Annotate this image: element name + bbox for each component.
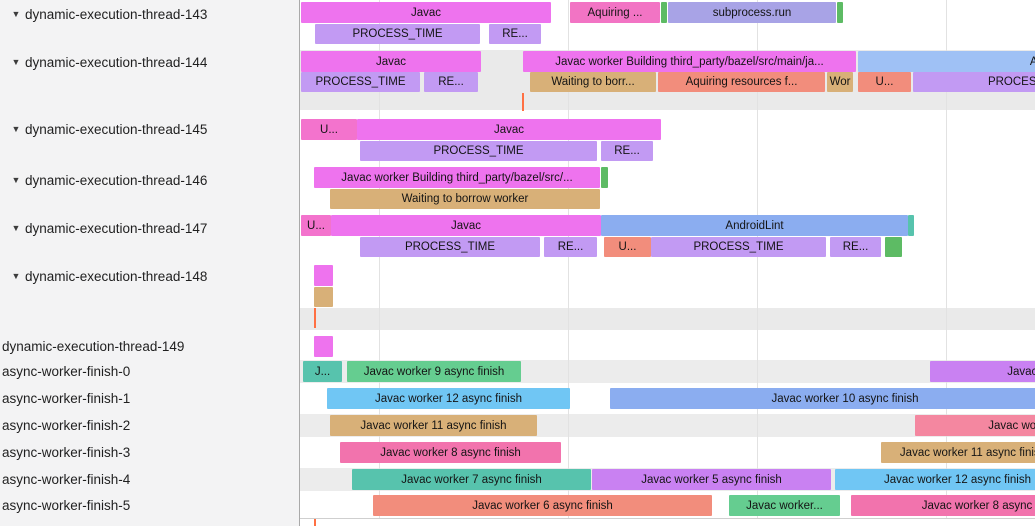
timeline-slice[interactable]: Javac worker 11 async finish — [881, 442, 1035, 463]
timeline-slice[interactable]: PROCESS_TIME — [360, 237, 540, 257]
timeline-canvas[interactable]: Javac Aquiring ... subprocess.run PROCESS_T… — [300, 0, 1035, 526]
track-label[interactable]: async-worker-finish-3 — [0, 442, 301, 462]
track-name: dynamic-execution-thread-149 — [2, 338, 185, 354]
timeline-slice-sliver[interactable] — [908, 215, 914, 236]
timeline-slice[interactable]: Javac worker Building third_party/bazel/… — [523, 51, 856, 72]
time-gridline — [757, 0, 758, 519]
timeline-slice[interactable]: Javac worke... — [915, 415, 1035, 436]
track-name: dynamic-execution-thread-148 — [25, 268, 208, 284]
timeline-slice[interactable]: RE... — [601, 141, 653, 161]
timeline-slice[interactable]: RE... — [544, 237, 597, 257]
track-label[interactable]: ▼ dynamic-execution-thread-145 — [0, 119, 299, 139]
track-label[interactable]: dynamic-execution-thread-149 — [0, 336, 301, 356]
time-gridline — [568, 0, 569, 519]
timeline-slice[interactable]: Javac worker 9 async finish — [347, 361, 521, 382]
timeline-slice-sliver[interactable] — [601, 167, 608, 188]
timeline-slice-sliver[interactable] — [314, 287, 333, 307]
timeline-slice[interactable]: PROCESS_TIME — [651, 237, 826, 257]
timeline-slice[interactable]: Aquiring ... — [570, 2, 660, 23]
timeline-slice[interactable]: Javac worker 8 async finish — [340, 442, 561, 463]
timeline-slice-sliver[interactable] — [837, 2, 843, 23]
track-name: dynamic-execution-thread-144 — [25, 54, 208, 70]
track-list-panel: ▼ dynamic-execution-thread-143 ▼ dynamic-ex… — [0, 0, 300, 526]
flow-marker-tick — [314, 518, 316, 526]
timeline-slice[interactable]: AndroidLint — [601, 215, 908, 236]
track-label[interactable]: async-worker-finish-5 — [0, 495, 301, 515]
collapse-arrow-icon[interactable]: ▼ — [11, 223, 21, 233]
timeline-slice[interactable]: Javac worker Building third_party/bazel/… — [314, 167, 600, 188]
timeline-slice[interactable]: RE... — [489, 24, 541, 44]
track-name: async-worker-finish-2 — [2, 417, 131, 433]
timeline-slice[interactable]: Javac worker... — [729, 495, 840, 516]
time-gridline — [379, 0, 380, 519]
timeline-slice[interactable]: U... — [301, 215, 331, 236]
track-label[interactable]: async-worker-finish-4 — [0, 469, 301, 489]
timeline-slice[interactable]: Javac worker 12 async finish — [327, 388, 570, 409]
collapse-arrow-icon[interactable]: ▼ — [11, 57, 21, 67]
track-name: dynamic-execution-thread-143 — [25, 6, 208, 22]
track-label[interactable]: ▼ dynamic-execution-thread-147 — [0, 218, 299, 238]
collapse-arrow-icon[interactable]: ▼ — [11, 175, 21, 185]
collapse-arrow-icon[interactable]: ▼ — [11, 271, 21, 281]
timeline-slice[interactable]: Javac worker 6 async finish — [373, 495, 712, 516]
track-name: dynamic-execution-thread-146 — [25, 172, 208, 188]
track-name: async-worker-finish-4 — [2, 471, 131, 487]
timeline-slice[interactable]: Wor — [827, 72, 853, 92]
track-name: async-worker-finish-3 — [2, 444, 131, 460]
timeline-slice[interactable]: RE... — [830, 237, 881, 257]
timeline-slice-sliver[interactable] — [661, 2, 667, 23]
timeline-bottom-border — [300, 518, 1035, 519]
timeline-slice[interactable]: Javac worker 11 async finish — [330, 415, 537, 436]
track-label[interactable]: async-worker-finish-0 — [0, 361, 301, 381]
timeline-slice[interactable]: Javac worker 10 async finish — [610, 388, 1035, 409]
time-gridline — [946, 0, 947, 519]
track-label[interactable]: ▼ dynamic-execution-thread-143 — [0, 4, 299, 24]
timeline-slice[interactable]: subprocess.run — [668, 2, 836, 23]
timeline-slice-sliver[interactable] — [885, 237, 902, 257]
track-label[interactable]: async-worker-finish-2 — [0, 415, 301, 435]
track-background-band — [300, 308, 1035, 330]
timeline-slice[interactable]: Javac — [301, 2, 551, 23]
track-label[interactable]: async-worker-finish-1 — [0, 388, 301, 408]
timeline-slice[interactable]: U... — [858, 72, 911, 92]
flow-marker-tick — [522, 93, 524, 111]
timeline-slice[interactable]: Javac worker 12 async finish — [835, 469, 1035, 490]
timeline-slice[interactable]: Javac worker 5 async finish — [592, 469, 831, 490]
track-label[interactable]: ▼ dynamic-execution-thread-146 — [0, 170, 299, 190]
timeline-slice-sliver[interactable] — [314, 265, 333, 286]
collapse-arrow-icon[interactable]: ▼ — [11, 9, 21, 19]
timeline-slice[interactable]: PROCESS_TIME — [913, 72, 1035, 92]
timeline-slice[interactable]: Javac — [331, 215, 601, 236]
timeline-slice[interactable]: U... — [604, 237, 651, 257]
timeline-slice[interactable]: Waiting to borrow worker — [330, 189, 600, 209]
timeline-slice[interactable]: U... — [301, 119, 357, 140]
timeline-slice[interactable]: Waiting to borr... — [530, 72, 656, 92]
timeline-slice[interactable]: AndroidLint — [858, 51, 1035, 72]
timeline-slice[interactable]: J... — [303, 361, 342, 382]
timeline-slice[interactable]: PROCESS_TIME — [315, 24, 480, 44]
timeline-slice[interactable]: Javac w... — [930, 361, 1035, 382]
track-label[interactable]: ▼ dynamic-execution-thread-144 — [0, 52, 299, 72]
track-name: async-worker-finish-1 — [2, 390, 131, 406]
flow-marker-tick — [314, 308, 316, 328]
timeline-slice[interactable]: PROCESS_TIME — [301, 72, 420, 92]
timeline-slice[interactable]: Aquiring resources f... — [658, 72, 825, 92]
timeline-slice[interactable]: Javac — [301, 51, 481, 72]
timeline-slice[interactable]: RE... — [424, 72, 478, 92]
timeline-slice[interactable]: Javac worker 7 async finish — [352, 469, 591, 490]
track-name: async-worker-finish-5 — [2, 497, 131, 513]
track-name: dynamic-execution-thread-147 — [25, 220, 208, 236]
collapse-arrow-icon[interactable]: ▼ — [11, 124, 21, 134]
track-label[interactable]: ▼ dynamic-execution-thread-148 — [0, 266, 299, 286]
timeline-slice[interactable]: Javac — [357, 119, 661, 140]
track-name: async-worker-finish-0 — [2, 363, 131, 379]
track-name: dynamic-execution-thread-145 — [25, 121, 208, 137]
timeline-slice-sliver[interactable] — [314, 336, 333, 357]
timeline-slice[interactable]: PROCESS_TIME — [360, 141, 597, 161]
timeline-slice[interactable]: Javac worker 8 async finish — [851, 495, 1035, 516]
